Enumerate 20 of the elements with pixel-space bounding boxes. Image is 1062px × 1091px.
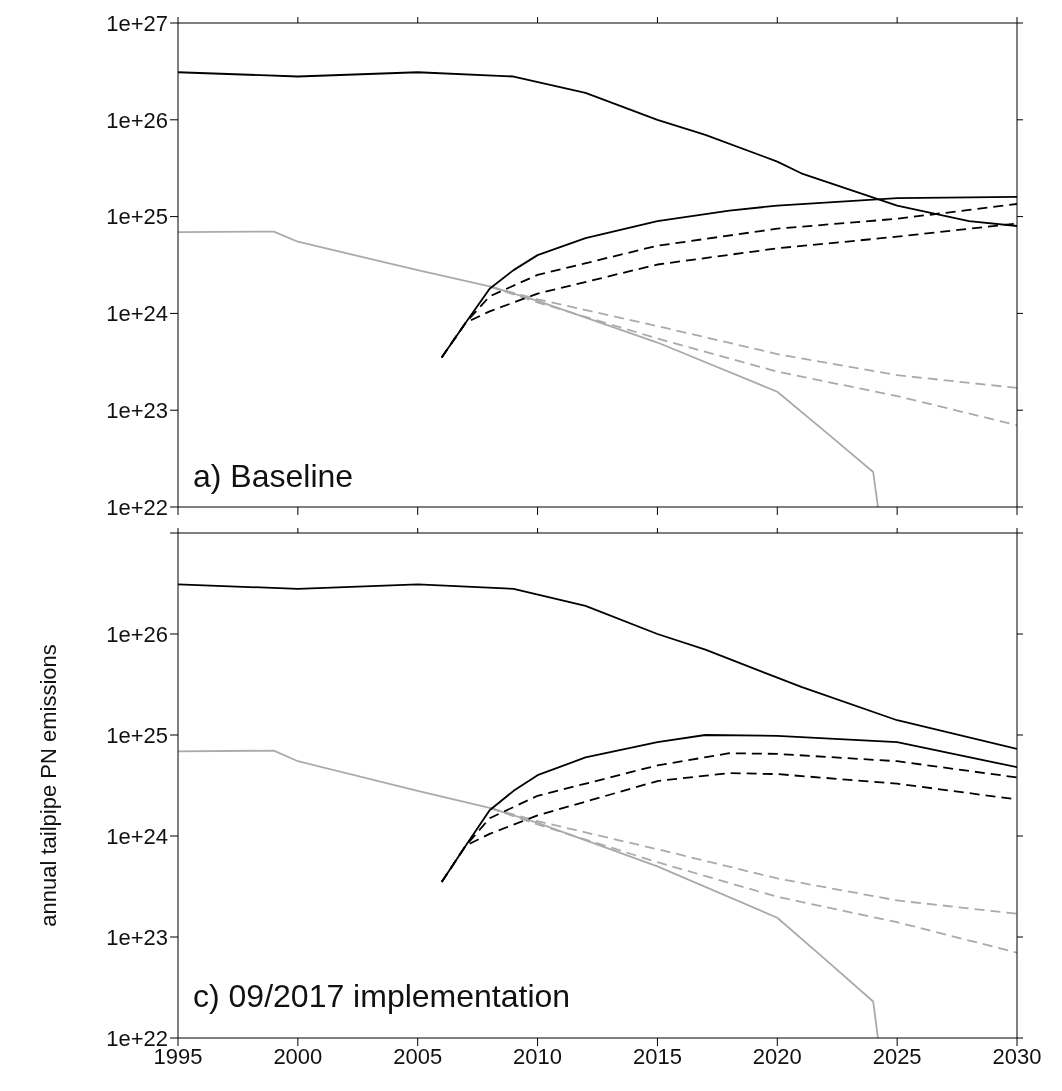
x-tick-label: 2010 — [513, 1043, 563, 1069]
y-tick-label: 1e+25 — [106, 722, 168, 748]
x-tick-label: 2000 — [273, 1043, 323, 1069]
y-tick-label: 1e+22 — [106, 494, 168, 520]
y-tick-label: 1e+27 — [106, 10, 168, 36]
y-tick-label: 1e+26 — [106, 621, 168, 647]
x-tick-label: 2030 — [992, 1043, 1042, 1069]
x-tick-label: 2005 — [393, 1043, 443, 1069]
y-tick-label: 1e+23 — [106, 924, 168, 950]
y-tick-label: 1e+26 — [106, 107, 168, 133]
x-tick-label: 2015 — [632, 1043, 682, 1069]
annotation: a) Baseline — [193, 458, 354, 495]
y-tick-label: 1e+25 — [106, 204, 168, 230]
x-tick-label: 2025 — [872, 1043, 922, 1069]
y-tick-label: 1e+24 — [106, 301, 168, 327]
y-tick-label: 1e+24 — [106, 823, 168, 849]
annotation: c) 09/2017 implementation — [193, 978, 571, 1015]
y-tick-label: 1e+23 — [106, 398, 168, 424]
x-tick-label: 2020 — [752, 1043, 802, 1069]
y-axis-title: annual tailpipe PN emissions — [35, 644, 61, 927]
